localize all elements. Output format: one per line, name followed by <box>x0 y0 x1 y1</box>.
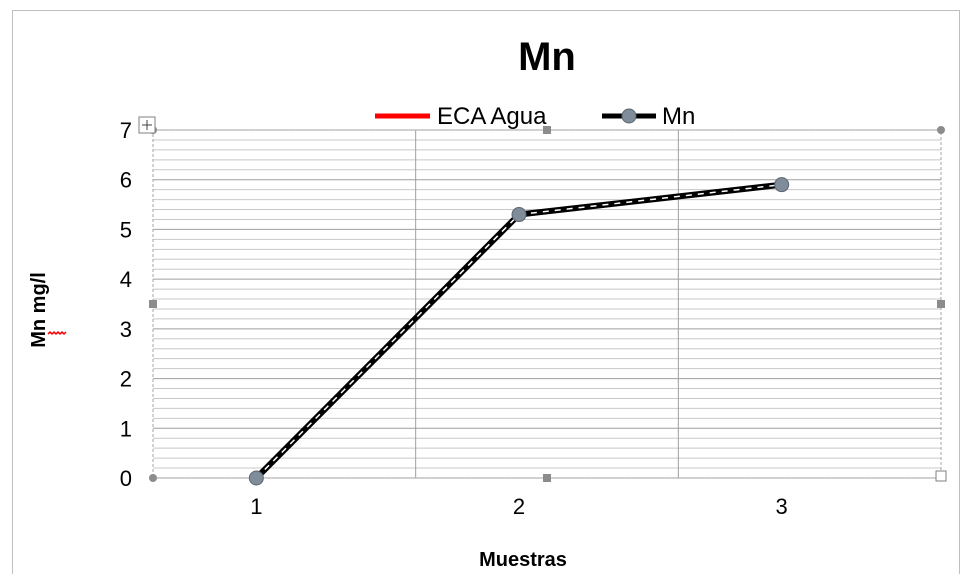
legend: ECA Agua Mn <box>375 103 695 130</box>
x-axis-title: Muestras <box>479 549 567 571</box>
x-axis-ticks: 1 2 3 <box>250 494 788 519</box>
y-tick-label: 1 <box>120 416 132 441</box>
data-point <box>248 470 264 486</box>
y-tick-label: 7 <box>120 118 132 143</box>
chart-frame <box>12 10 960 574</box>
selection-handle[interactable] <box>937 126 945 134</box>
plot-area-border <box>152 129 942 479</box>
selection-handle[interactable] <box>149 474 157 482</box>
selection-handle[interactable] <box>543 126 551 134</box>
x-tick-label: 2 <box>513 494 525 519</box>
spellcheck-squiggle <box>47 330 67 336</box>
series-line <box>255 183 782 479</box>
y-tick-label: 0 <box>120 466 132 491</box>
selection-handle[interactable] <box>543 474 551 482</box>
x-tick-label: 3 <box>776 494 788 519</box>
data-point <box>774 177 790 193</box>
selection-handle[interactable] <box>937 300 945 308</box>
y-tick-label: 5 <box>120 217 132 242</box>
y-axis-title: Mn mg/l <box>28 272 50 348</box>
vertical-gridlines <box>415 130 679 478</box>
chart-title: Mn <box>518 35 576 79</box>
selection-handle[interactable] <box>149 300 157 308</box>
gridlines <box>153 129 941 479</box>
resize-handle[interactable] <box>935 470 947 482</box>
legend-marker-mn <box>621 108 637 124</box>
x-tick-label: 1 <box>250 494 262 519</box>
data-point <box>511 207 527 223</box>
y-tick-label: 6 <box>120 168 132 193</box>
series-layer <box>248 177 790 486</box>
y-axis-ticks: 0 1 2 3 4 5 6 7 <box>120 118 132 491</box>
series-line-outline <box>254 181 783 481</box>
y-tick-label: 3 <box>120 317 132 342</box>
move-handle-icon[interactable] <box>138 116 156 134</box>
legend-label-mn: Mn <box>662 103 695 130</box>
legend-label-eca: ECA Agua <box>437 103 547 130</box>
y-tick-label: 4 <box>120 267 132 292</box>
y-tick-label: 2 <box>120 367 132 392</box>
